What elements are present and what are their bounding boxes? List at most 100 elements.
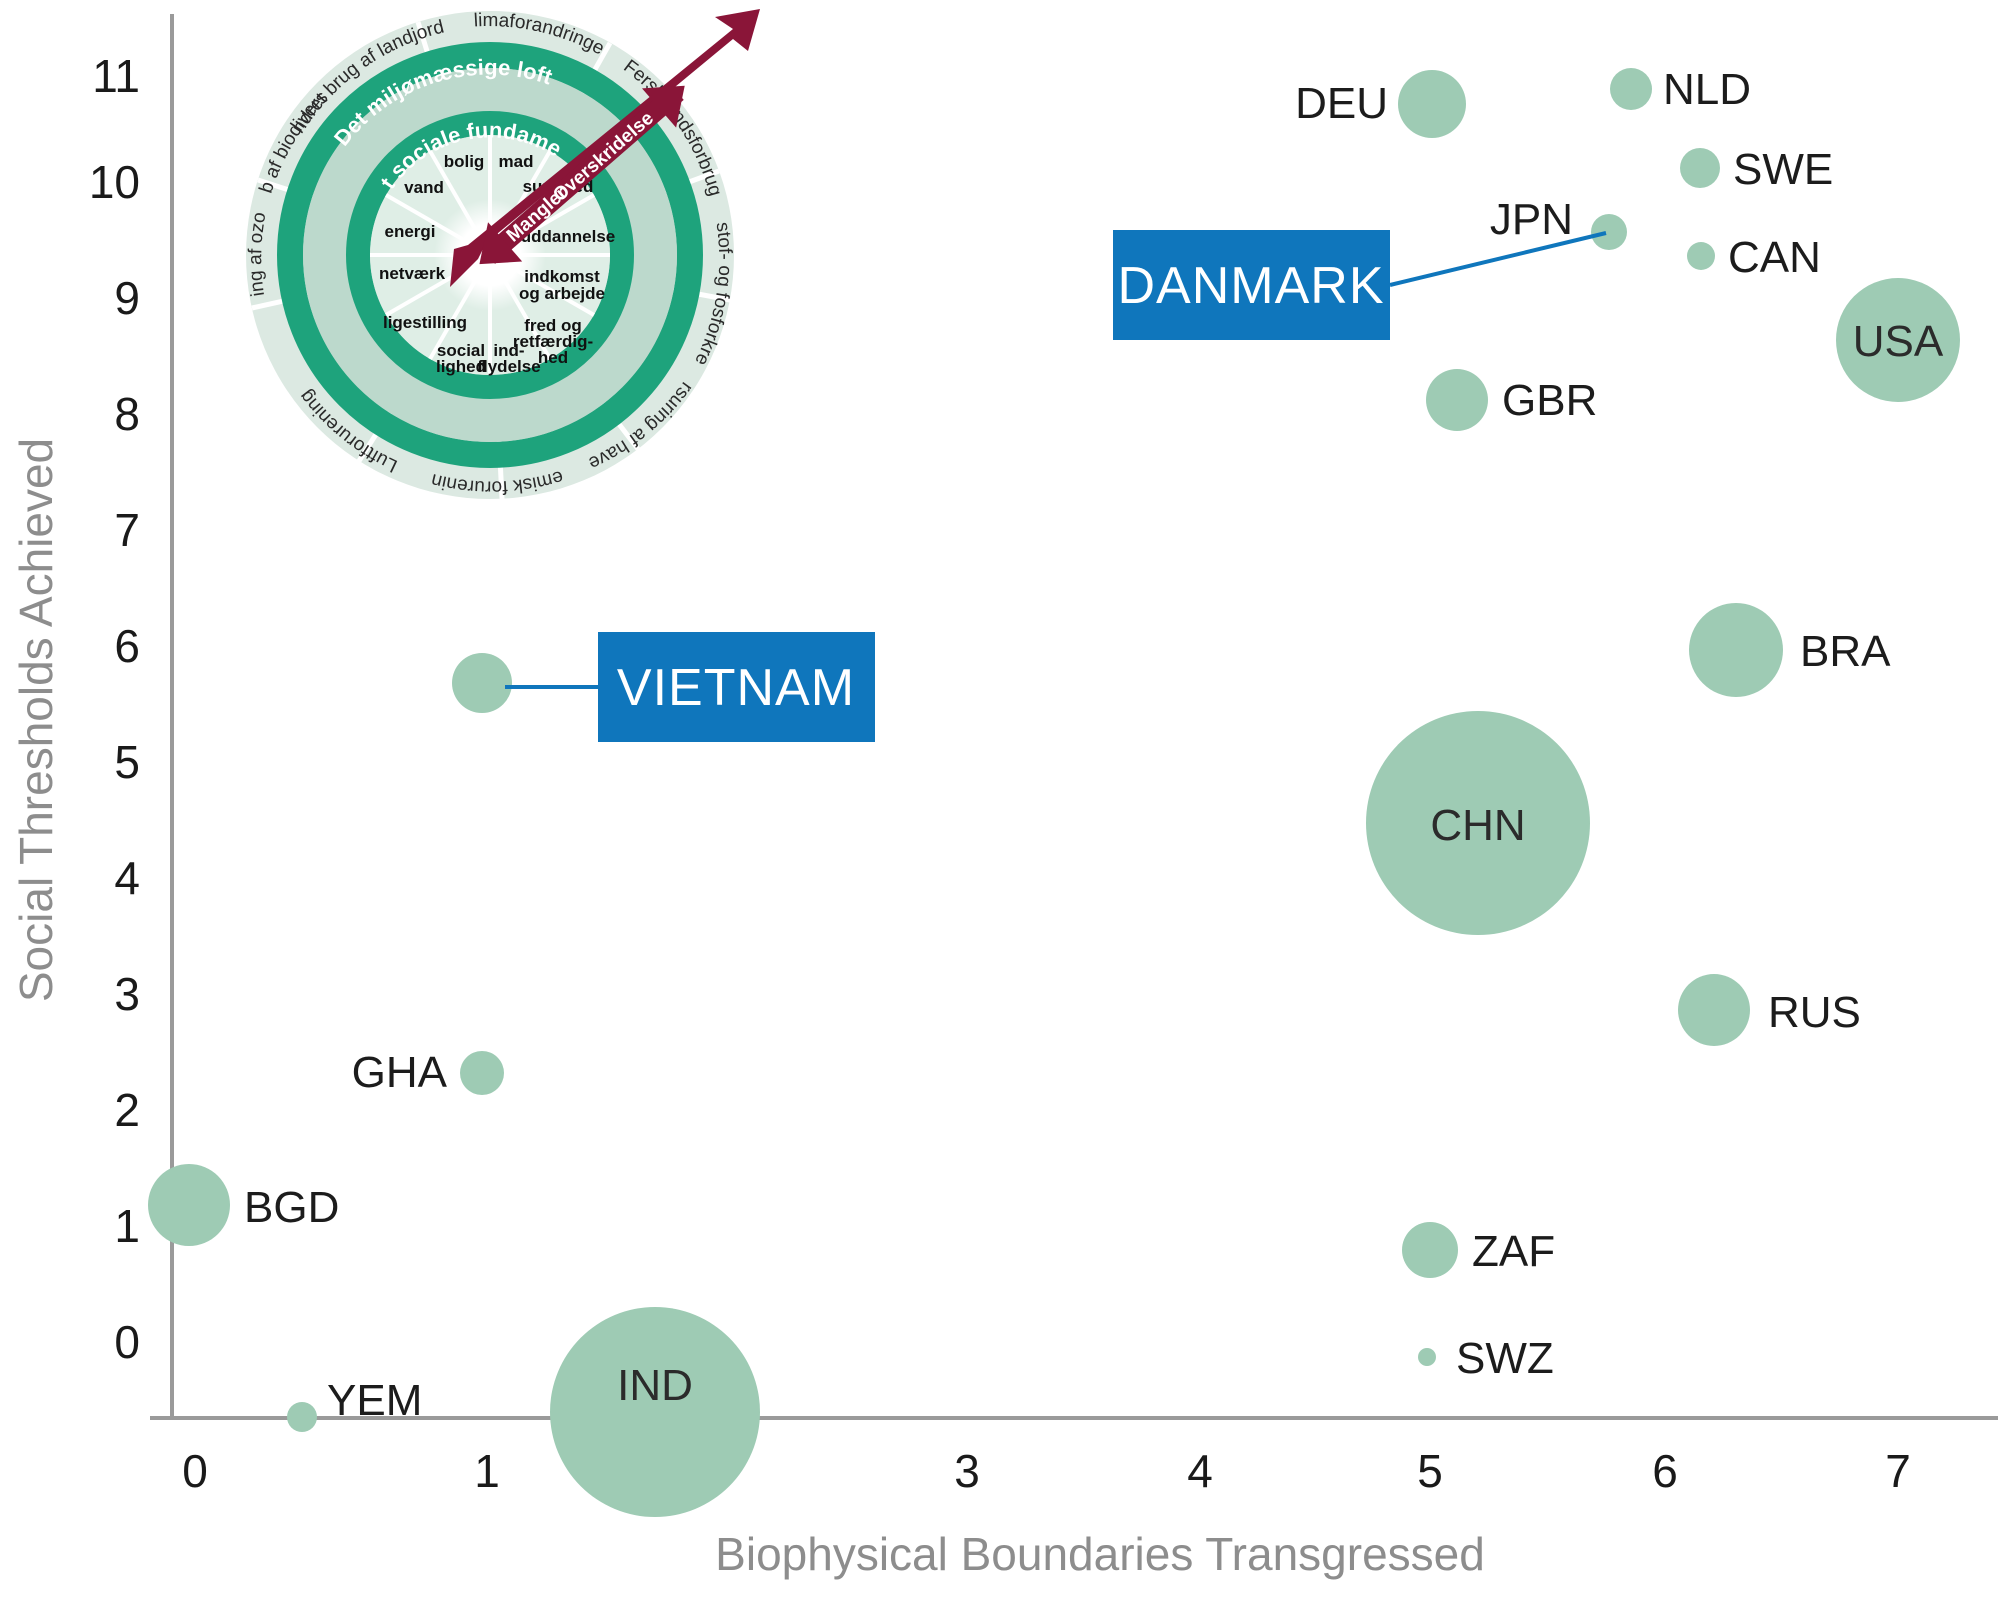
x-tick-7: 7 [1885, 1445, 1911, 1497]
bubble-bgd[interactable]: BGD [148, 1164, 339, 1246]
doughnut-inner-label-ind2: flydelse [477, 357, 540, 376]
bubble-point-usa[interactable] [1836, 278, 1960, 402]
y-tick-0: 0 [114, 1316, 140, 1368]
callout-vietnam[interactable]: VIETNAM [505, 632, 875, 742]
bubble-point-gbr[interactable] [1426, 369, 1488, 431]
y-tick-3: 3 [114, 968, 140, 1020]
bubble-can[interactable]: CAN [1687, 233, 1821, 282]
y-tick-7: 7 [114, 504, 140, 556]
bubble-point-chn[interactable] [1366, 711, 1590, 935]
bubble-label-chn: CHN [1430, 801, 1525, 850]
bubble-point-can[interactable] [1687, 242, 1715, 270]
doughnut-inner-label-social1: social [437, 341, 485, 360]
bubble-nld[interactable]: NLD [1610, 65, 1751, 114]
y-tick-9: 9 [114, 272, 140, 324]
bubble-rus[interactable]: RUS [1678, 974, 1861, 1046]
bubble-swe[interactable]: SWE [1680, 145, 1833, 194]
doughnut-inner-label-vand: vand [404, 178, 444, 197]
doughnut-inner-label-uddannelse: uddannelse [521, 227, 615, 246]
y-axis-ticks: 0 1 2 3 4 5 6 7 8 9 10 11 [89, 50, 140, 1368]
bubble-label-usa: USA [1853, 317, 1944, 366]
bubble-label-zaf: ZAF [1472, 1227, 1555, 1276]
y-tick-6: 6 [114, 620, 140, 672]
doughnut-inner-label-social2: lighed [436, 357, 486, 376]
bubble-label-swe: SWE [1733, 145, 1833, 194]
callout-label-danmark: DANMARK [1117, 257, 1384, 315]
doughnut-inner-label-mad: mad [499, 152, 534, 171]
y-tick-10: 10 [89, 156, 140, 208]
bubble-point-swe[interactable] [1680, 148, 1720, 188]
doughnut-inner-labels: bolig mad sundhed uddannelse indkomst og… [379, 152, 615, 376]
arrow-head-in [479, 222, 523, 265]
bubble-zaf[interactable]: ZAF [1402, 1222, 1555, 1278]
y-tick-1: 1 [114, 1200, 140, 1252]
bubble-yem[interactable]: YEM [287, 1376, 422, 1432]
bubble-label-can: CAN [1728, 233, 1821, 282]
bubble-label-swz: SWZ [1456, 1334, 1554, 1383]
bubble-label-nld: NLD [1663, 65, 1751, 114]
bubble-jpn[interactable]: JPN [1490, 195, 1627, 250]
bubble-point-gha[interactable] [460, 1051, 504, 1095]
bubble-label-rus: RUS [1768, 988, 1861, 1037]
bubble-point-rus[interactable] [1678, 974, 1750, 1046]
callout-danmark[interactable]: DANMARK [1113, 230, 1607, 340]
doughnut-inner-label-fred3: hed [538, 348, 568, 367]
bubble-point-ind[interactable] [550, 1307, 760, 1517]
doughnut-social-foundation-ring [346, 111, 634, 399]
bubble-usa[interactable]: USA [1836, 278, 1960, 402]
doughnut-inner-label-bolig: bolig [444, 152, 485, 171]
bubble-point-zaf[interactable] [1402, 1222, 1458, 1278]
bubble-point-jpn[interactable] [1591, 214, 1627, 250]
y-tick-8: 8 [114, 388, 140, 440]
y-axis-title: Social Thresholds Achieved [10, 438, 62, 1002]
arrow-head-out [641, 85, 685, 128]
arrow-shape [450, 9, 760, 287]
bubble-gha[interactable]: GHA [352, 1048, 504, 1097]
bubble-point-bra[interactable] [1689, 603, 1783, 697]
bubble-point-deu[interactable] [1398, 70, 1466, 138]
bubble-label-bgd: BGD [244, 1183, 339, 1232]
bubble-vnm[interactable] [452, 653, 512, 713]
bubble-series: DEU NLD SWE JPN CAN [148, 65, 1960, 1517]
callout-box-danmark[interactable] [1113, 230, 1390, 340]
x-tick-4: 4 [1187, 1445, 1213, 1497]
callout-label-vietnam: VIETNAM [617, 659, 855, 717]
x-tick-6: 6 [1652, 1445, 1678, 1497]
doughnut-inner-label-netvaerk: netværk [379, 264, 446, 283]
callout-leader-danmark [1389, 231, 1607, 287]
bubble-point-nld[interactable] [1610, 68, 1652, 110]
doughnut-inner-label-fred2: retfærdig- [513, 332, 593, 351]
bubble-label-gbr: GBR [1502, 376, 1597, 425]
bubble-label-ind: IND [617, 1361, 693, 1410]
x-tick-1: 1 [474, 1445, 500, 1497]
bubble-point-yem[interactable] [287, 1402, 317, 1432]
y-tick-2: 2 [114, 1084, 140, 1136]
bubble-swz[interactable]: SWZ [1418, 1334, 1554, 1383]
y-tick-11: 11 [92, 50, 140, 102]
doughnut-inner-label-fred1: fred og [524, 316, 582, 335]
bubble-label-gha: GHA [352, 1048, 448, 1097]
callout-box-vietnam[interactable] [598, 632, 875, 742]
bubble-chn[interactable]: CHN [1366, 711, 1590, 935]
doughnut-inner-label-ind1: ind- [493, 341, 524, 360]
x-tick-3: 3 [954, 1445, 980, 1497]
x-tick-0: 0 [182, 1445, 208, 1497]
bubble-label-jpn: JPN [1490, 195, 1573, 244]
doughnut-ecological-ceiling-ring [277, 42, 703, 468]
arrow-shaft [481, 84, 684, 264]
x-tick-5: 5 [1417, 1445, 1443, 1497]
y-tick-5: 5 [114, 736, 140, 788]
doughnut-inner-label-energi: energi [384, 222, 435, 241]
bubble-deu[interactable]: DEU [1295, 70, 1466, 138]
bubble-point-vnm[interactable] [452, 653, 512, 713]
bubble-label-yem: YEM [327, 1376, 422, 1425]
bubble-bra[interactable]: BRA [1689, 603, 1891, 697]
doughnut-economics-diagram: Ændret brug af landjorden Klimaforandrin… [245, 9, 760, 500]
x-axis-ticks: 0 1 2 3 4 5 6 7 [182, 1445, 1911, 1497]
bubble-gbr[interactable]: GBR [1426, 369, 1597, 431]
bubble-point-bgd[interactable] [148, 1164, 230, 1246]
bubble-ind[interactable]: IND [550, 1307, 760, 1517]
bubble-point-swz[interactable] [1418, 1348, 1436, 1366]
